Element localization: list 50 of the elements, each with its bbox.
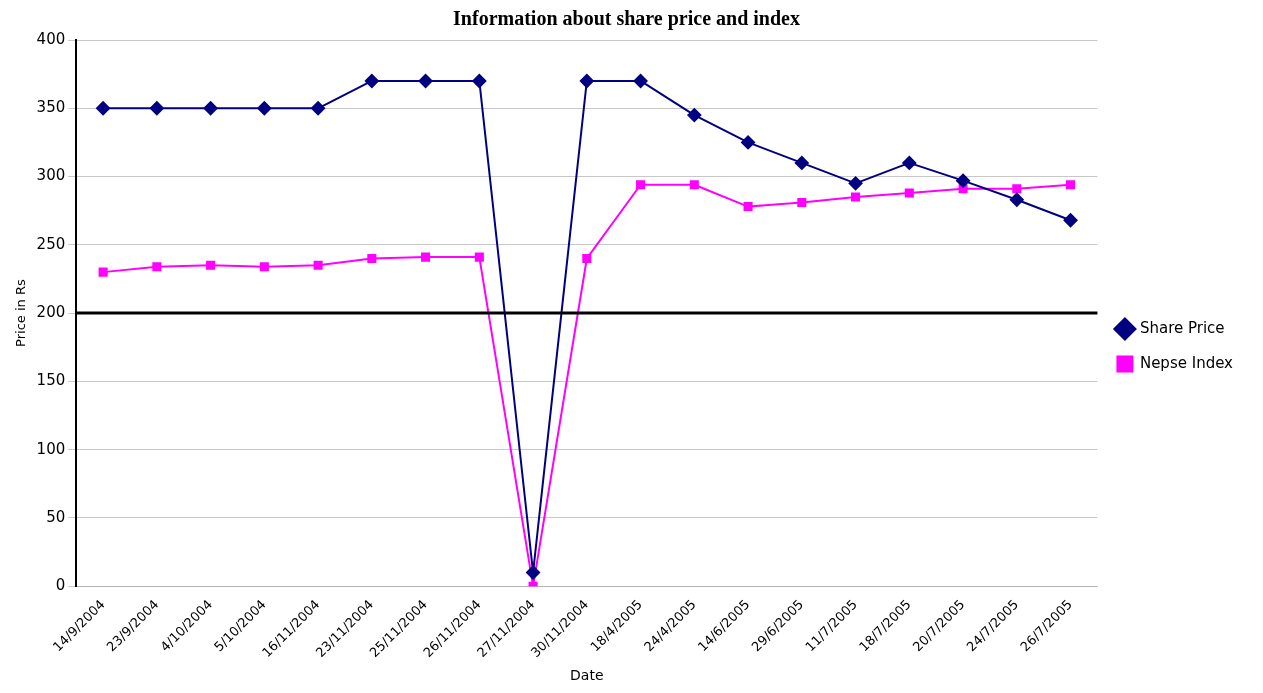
point xyxy=(421,252,431,262)
point xyxy=(582,253,592,264)
point xyxy=(1009,192,1024,207)
point xyxy=(636,180,646,190)
y-tick-label: 200 xyxy=(36,302,66,321)
point xyxy=(848,176,863,191)
point xyxy=(474,252,484,262)
legend-label: Share Price xyxy=(1139,318,1225,337)
y-tick-label: 0 xyxy=(55,576,66,595)
point xyxy=(956,173,971,188)
y-tick-label: 250 xyxy=(36,234,66,253)
point xyxy=(206,260,216,270)
y-tick-label: 300 xyxy=(36,166,66,185)
point xyxy=(149,101,164,116)
y-tick-label: 150 xyxy=(36,371,66,390)
point xyxy=(526,565,541,580)
point xyxy=(904,188,914,198)
point xyxy=(633,73,648,88)
y-axis-title: Price in Rs xyxy=(13,279,29,347)
legend-label: Nepse Index xyxy=(1139,353,1234,372)
point xyxy=(902,155,917,170)
point xyxy=(152,262,162,272)
point xyxy=(364,73,379,88)
point xyxy=(311,101,326,116)
point xyxy=(257,101,272,116)
x-axis-title: Date xyxy=(570,667,604,684)
y-tick-label: 50 xyxy=(46,507,66,526)
point xyxy=(743,202,753,212)
point xyxy=(418,73,433,88)
point xyxy=(367,253,377,264)
point xyxy=(579,73,594,88)
chart-title: Information about share price and index xyxy=(453,7,800,31)
y-tick-label: 100 xyxy=(36,439,66,458)
point xyxy=(687,108,702,123)
point xyxy=(794,155,809,170)
point xyxy=(259,262,269,272)
point xyxy=(689,180,699,190)
point xyxy=(851,192,861,202)
point xyxy=(1063,213,1078,228)
y-tick-label: 350 xyxy=(36,98,66,117)
point xyxy=(96,101,111,116)
y-tick-label: 400 xyxy=(36,29,66,48)
point xyxy=(98,267,108,277)
point xyxy=(203,101,218,116)
point xyxy=(1066,180,1076,190)
point xyxy=(472,73,487,88)
point xyxy=(313,260,323,270)
point xyxy=(797,197,807,208)
point xyxy=(1012,184,1022,194)
point xyxy=(741,135,756,150)
